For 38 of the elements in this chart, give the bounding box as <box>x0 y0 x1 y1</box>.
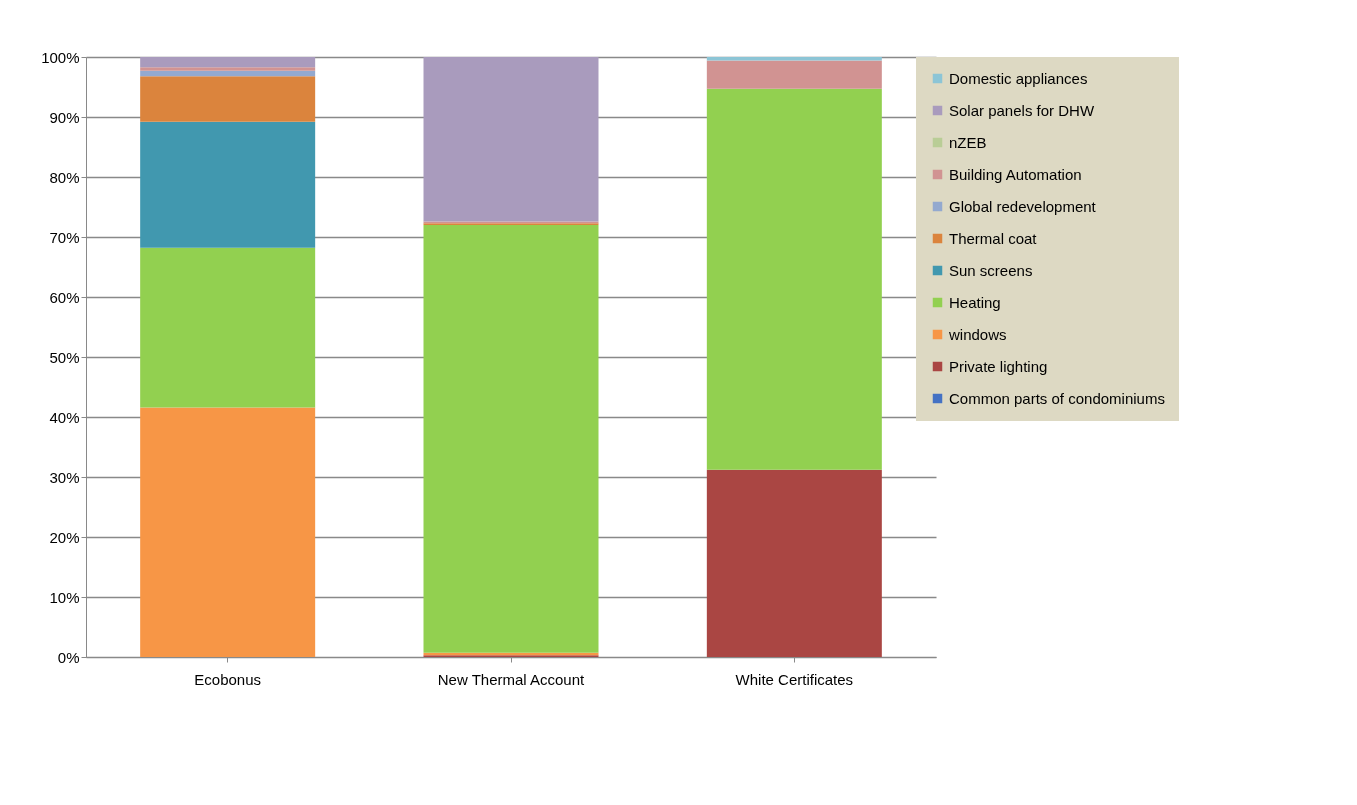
y-tick-label: 60% <box>49 288 80 306</box>
bar <box>423 57 599 222</box>
y-tick-label: 90% <box>49 108 80 126</box>
legend-label: Global redevelopment <box>949 197 1097 215</box>
legend-label: Thermal coat <box>949 229 1038 247</box>
x-tick-label: New Thermal Account <box>437 670 586 688</box>
y-tick-label: 10% <box>49 588 80 606</box>
legend-label: Solar panels for DHW <box>949 101 1095 119</box>
y-tick-label: 100% <box>41 48 80 66</box>
bar <box>706 60 882 89</box>
legend-label: Sun screens <box>949 261 1033 279</box>
y-tick-label: 30% <box>49 468 80 486</box>
legend-label: Building Automation <box>949 165 1082 183</box>
y-tick-label: 0% <box>57 648 80 666</box>
y-tick-label: 20% <box>49 528 80 546</box>
bar <box>140 57 316 68</box>
bar <box>140 76 316 122</box>
legend-label: Heating <box>949 293 1001 311</box>
bar <box>140 67 316 71</box>
bar <box>706 57 882 61</box>
legend-label: Common parts of condominiums <box>949 389 1165 407</box>
legend-label: nZEB <box>949 133 987 151</box>
bar <box>706 469 882 657</box>
bar <box>140 70 316 77</box>
y-tick-label: 70% <box>49 228 80 246</box>
y-tick-label: 40% <box>49 408 80 426</box>
legend-label: Private lighting <box>949 357 1048 375</box>
bar <box>140 247 316 408</box>
legend-label: windows <box>948 325 1007 343</box>
legend-label: Domestic appliances <box>949 69 1088 87</box>
x-tick-label: Ecobonus <box>194 670 262 688</box>
y-tick-label: 50% <box>49 348 80 366</box>
bar <box>706 88 882 470</box>
y-tick-label: 80% <box>49 168 80 186</box>
bar <box>140 407 316 657</box>
bar <box>140 121 316 248</box>
bar <box>423 225 599 653</box>
x-tick-label: White Certificates <box>735 670 854 688</box>
